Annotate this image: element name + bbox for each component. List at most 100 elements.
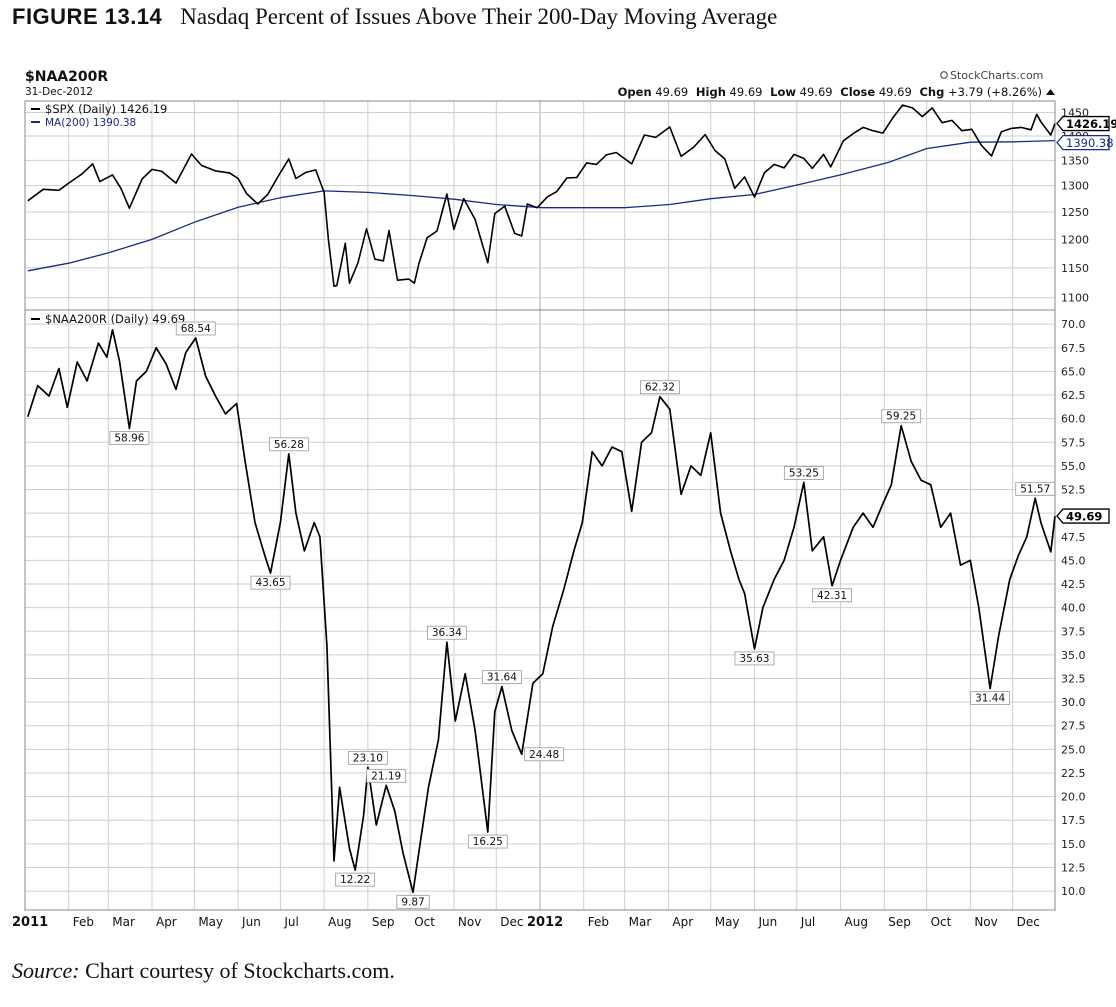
peak-annotation: 35.63 xyxy=(734,651,775,666)
lower-tick-label: 42.5 xyxy=(1061,578,1086,591)
x-tick-label: Nov xyxy=(458,915,481,929)
annotation-label: 23.10 xyxy=(353,752,383,764)
naa200r-line xyxy=(26,328,1056,894)
peak-annotation: 62.32 xyxy=(640,380,680,395)
peak-annotation: 23.10 xyxy=(347,750,388,765)
peak-annotation: 16.25 xyxy=(467,834,508,849)
x-tick-label: Nov xyxy=(974,915,997,929)
stockchart: $NAA200R 31-Dec-2012 StockCharts.com Ope… xyxy=(12,69,1116,930)
peak-annotation: 24.48 xyxy=(524,747,565,762)
annotation-label: 9.87 xyxy=(401,896,424,908)
annotation-box xyxy=(734,651,775,666)
annotation-label: 31.44 xyxy=(975,693,1005,705)
lower-tick-label: 65.0 xyxy=(1061,365,1086,378)
peak-annotation: 53.25 xyxy=(783,466,824,480)
brand-name: StockCharts.com xyxy=(950,69,1043,82)
upper-tick-label: 1250 xyxy=(1061,206,1089,219)
spx-last-tag-text: 1426.19 xyxy=(1066,117,1116,131)
annotation-box xyxy=(426,625,467,640)
annotation-label: 42.31 xyxy=(817,590,847,602)
annotation-label: 59.25 xyxy=(886,411,916,423)
spx-line xyxy=(27,104,1056,287)
x-tick-label: Dec xyxy=(500,915,523,929)
annotation-box xyxy=(250,575,291,590)
lower-tick-label: 47.5 xyxy=(1061,531,1086,544)
x-tick-label: Dec xyxy=(1017,915,1040,929)
annotation-box xyxy=(335,872,376,887)
naa-last-tag-text: 49.69 xyxy=(1066,510,1102,524)
lower-tick-label: 17.5 xyxy=(1061,814,1086,827)
x-tick-label: Feb xyxy=(73,915,94,929)
annotation-box xyxy=(524,747,565,762)
naa-last-tag-box xyxy=(1056,508,1110,524)
annotation-label: 43.65 xyxy=(255,577,285,589)
ma-last-tag-box xyxy=(1056,134,1110,151)
annotation-box xyxy=(467,834,508,849)
x-tick-label: May xyxy=(198,915,223,929)
lower-tick-label: 10.0 xyxy=(1061,885,1086,898)
annotation-box xyxy=(640,380,680,395)
annotation-label: 24.48 xyxy=(529,749,559,761)
peak-annotation: 9.87 xyxy=(396,894,430,909)
annotation-box xyxy=(396,894,430,909)
lower-tick-label: 12.5 xyxy=(1061,861,1086,874)
lower-tick-label: 15.0 xyxy=(1061,838,1086,851)
peak-annotation: 43.65 xyxy=(250,575,291,590)
source-note: Source: Chart courtesy of Stockcharts.co… xyxy=(12,958,395,984)
ma-legend-label: MA(200) 1390.38 xyxy=(45,117,136,129)
annotation-label: 12.22 xyxy=(340,874,370,886)
spx-last-tag: 1426.19 xyxy=(1056,115,1116,132)
annotation-box xyxy=(109,431,150,445)
lower-tick-label: 52.5 xyxy=(1061,484,1086,497)
spx-legend-label: $SPX (Daily) 1426.19 xyxy=(45,102,167,116)
peak-annotation: 58.96 xyxy=(109,431,150,445)
lower-tick-label: 30.0 xyxy=(1061,696,1086,709)
peak-annotation: 31.44 xyxy=(970,691,1010,705)
figure-caption: Nasdaq Percent of Issues Above Their 200… xyxy=(180,4,778,29)
peak-annotation: 51.57 xyxy=(1015,481,1056,496)
x-tick-label: Aug xyxy=(845,915,868,929)
brand-icon xyxy=(940,71,948,79)
x-tick-label: Jun xyxy=(241,915,261,929)
x-tick-label: Feb xyxy=(588,915,609,929)
peak-annotation: 36.34 xyxy=(426,625,467,640)
ma200-line xyxy=(27,139,1056,272)
upper-tick-label: 1300 xyxy=(1061,180,1089,193)
annotation-box xyxy=(175,321,216,336)
annotation-label: 36.34 xyxy=(432,627,462,639)
annotation-box xyxy=(783,466,824,480)
lower-tick-label: 57.5 xyxy=(1061,436,1086,449)
annotation-box xyxy=(881,409,922,424)
x-tick-label: 2012 xyxy=(527,915,563,930)
x-tick-label: Sep xyxy=(372,915,395,929)
x-tick-label: Mar xyxy=(112,915,135,929)
peak-annotation: 12.22 xyxy=(335,872,376,887)
annotation-label: 35.63 xyxy=(739,653,769,665)
annotation-box xyxy=(347,750,388,765)
upper-tick-label: 1100 xyxy=(1061,292,1089,305)
upper-tick-label: 1200 xyxy=(1061,233,1089,246)
annotation-box xyxy=(812,588,852,603)
chg-up-arrow-icon xyxy=(1046,89,1055,95)
figure-title: FIGURE 13.14 Nasdaq Percent of Issues Abo… xyxy=(12,4,777,34)
x-tick-label: Oct xyxy=(414,915,435,929)
lower-tick-label: 20.0 xyxy=(1061,791,1086,804)
peak-annotation: 68.54 xyxy=(175,321,216,336)
naa-legend-label: $NAA200R (Daily) 49.69 xyxy=(45,312,185,326)
annotation-label: 53.25 xyxy=(789,467,819,479)
annotation-box xyxy=(1015,481,1056,496)
lower-tick-label: 45.0 xyxy=(1061,554,1086,567)
x-tick-label: Jun xyxy=(757,915,777,929)
annotation-box xyxy=(970,691,1010,705)
chart-date: 31-Dec-2012 xyxy=(25,86,93,98)
peak-annotation: 56.28 xyxy=(268,437,309,452)
annotation-label: 58.96 xyxy=(114,432,144,444)
x-tick-label: Aug xyxy=(328,915,351,929)
annotation-label: 51.57 xyxy=(1020,483,1050,495)
lower-tick-label: 40.0 xyxy=(1061,602,1086,615)
naa-last-tag: 49.69 xyxy=(1056,508,1110,524)
lower-tick-label: 55.0 xyxy=(1061,460,1086,473)
grid-layer xyxy=(24,100,1056,911)
lower-tick-label: 67.5 xyxy=(1061,342,1086,355)
open-label: Open xyxy=(618,85,652,99)
